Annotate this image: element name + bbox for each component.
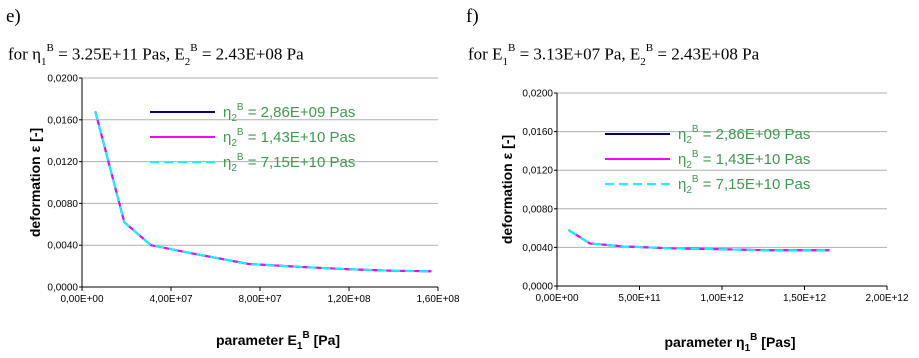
panel-label: e) <box>6 6 21 27</box>
x-tick-label: 1,00E+12 <box>700 293 744 304</box>
x-tick-label: 0,00E+00 <box>535 293 579 304</box>
panel-caption: for E1B = 3.13E+07 Pa, E2B = 2.43E+08 Pa <box>468 42 760 69</box>
y-tick-label: 0,0120 <box>47 157 78 168</box>
x-tick-label: 2,00E+12 <box>865 293 909 304</box>
y-tick-label: 0,0200 <box>47 74 78 85</box>
legend-entry: η2B = 2,86E+09 Pas <box>223 102 355 124</box>
legend-entry: η2B = 7,15E+10 Pas <box>223 152 355 174</box>
series-line-2 <box>567 229 830 252</box>
y-tick-label: 0,0080 <box>47 199 78 210</box>
panel-e: e) for η1B = 3.25E+11 Pas, E2B = 2.43E+0… <box>6 6 460 353</box>
x-tick-label: 1,50E+12 <box>783 293 827 304</box>
legend-entry: η2B = 1,43E+10 Pas <box>678 149 810 171</box>
x-axis-title: parameter E1B [Pa] <box>216 330 340 352</box>
x-tick-label: 0,00E+00 <box>60 294 104 305</box>
series-line-3 <box>94 111 432 273</box>
y-tick-label: 0,0160 <box>522 127 553 138</box>
chart-e: 0,0000 0,0040 0,0080 0,0120 0,0160 0,0200 0,00… <box>27 74 460 353</box>
y-axis-title: deformation ε [-] <box>499 135 515 244</box>
panel-caption: for η1B = 3.25E+11 Pas, E2B = 2.43E+08 P… <box>8 42 304 69</box>
x-tick-label: 1,60E+08 <box>416 294 460 305</box>
y-tick-label: 0,0080 <box>522 204 553 215</box>
chart-f: 0,0000 0,0040 0,0080 0,0120 0,0160 0,0200 0,00… <box>499 89 909 355</box>
y-axis-title: deformation ε [-] <box>27 128 43 237</box>
x-tick-label: 4,00E+07 <box>149 294 193 305</box>
legend-entry: η2B = 1,43E+10 Pas <box>223 127 355 149</box>
x-tick-label: 1,20E+08 <box>327 294 371 305</box>
y-tick-label: 0,0040 <box>47 241 78 252</box>
y-tick-label: 0,0000 <box>47 283 78 294</box>
panel-f: f) for E1B = 3.13E+07 Pa, E2B = 2.43E+08… <box>460 0 919 358</box>
x-tick-label: 8,00E+07 <box>238 294 282 305</box>
x-axis-title: parameter η1B [Pas] <box>664 332 795 354</box>
legend-entry: η2B = 7,15E+10 Pas <box>678 174 810 196</box>
y-tick-label: 0,0000 <box>522 282 553 293</box>
legend-entry: η2B = 2,86E+09 Pas <box>678 124 810 146</box>
y-tick-label: 0,0160 <box>47 115 78 126</box>
y-tick-label: 0,0200 <box>522 89 553 100</box>
y-tick-label: 0,0040 <box>522 243 553 254</box>
x-tick-label: 5,00E+11 <box>618 293 661 304</box>
y-tick-label: 0,0120 <box>522 166 553 177</box>
panel-label: f) <box>466 6 479 27</box>
